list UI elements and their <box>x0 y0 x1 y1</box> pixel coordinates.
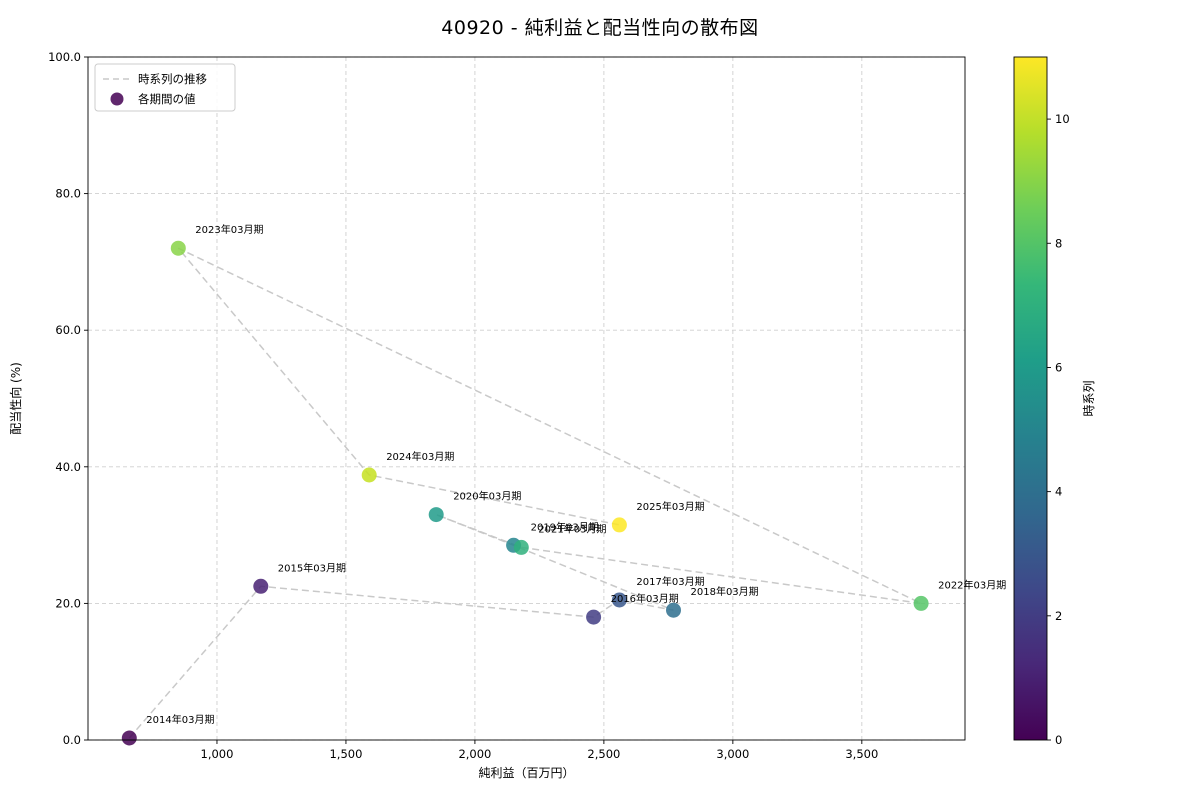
colorbar <box>1013 56 1048 741</box>
legend-label-points: 各期間の値 <box>138 92 196 106</box>
colorbar-tick-label: 4 <box>1055 485 1062 499</box>
legend-box <box>94 63 236 112</box>
data-point <box>361 467 377 483</box>
point-label: 2016年03月期 <box>611 592 679 605</box>
y-axis: 0.0 20.0 40.0 60.0 80.0 100.0 <box>48 50 88 747</box>
point-label: 2014年03月期 <box>146 713 214 726</box>
colorbar-label: 時系列 <box>1082 380 1096 416</box>
point-label: 2019年03月期 <box>531 520 599 533</box>
point-labels: 2014年03月期 2015年03月期 2016年03月期 2017年03月期2018… <box>146 223 1006 726</box>
data-point <box>253 578 269 594</box>
point-label: 2015年03月期 <box>278 561 346 574</box>
x-tick-label: 3,000 <box>716 747 749 761</box>
y-tick-label: 100.0 <box>48 50 81 64</box>
data-point <box>428 507 444 523</box>
data-point <box>611 592 627 608</box>
data-point <box>586 609 602 625</box>
x-tick-label: 1,500 <box>329 747 362 761</box>
point-label: 2022年03月期 <box>938 578 1006 591</box>
legend-label-series: 時系列の推移 <box>138 72 207 86</box>
data-point <box>913 595 929 611</box>
point-label: 2021年03月期 <box>538 522 606 535</box>
x-axis-label: 純利益（百万円） <box>478 766 574 780</box>
point-label: 2024年03月期 <box>386 450 454 463</box>
chart-title: 40920 - 純利益と配当性向の散布図 <box>441 17 759 39</box>
y-tick-label: 60.0 <box>55 323 81 337</box>
x-tick-label: 2,500 <box>587 747 620 761</box>
x-tick-label: 2,000 <box>458 747 491 761</box>
data-point <box>611 517 627 533</box>
point-label: 2023年03月期 <box>195 223 263 236</box>
time-series-line <box>128 247 922 739</box>
colorbar-tick-label: 0 <box>1055 733 1062 747</box>
legend-marker-swatch <box>110 92 124 106</box>
point-label: 2025年03月期 <box>636 500 704 513</box>
x-tick-label: 3,500 <box>845 747 878 761</box>
y-tick-label: 40.0 <box>55 460 81 474</box>
colorbar-ticks: 0 2 4 6 8 10 <box>1047 112 1070 747</box>
data-point <box>513 539 529 555</box>
point-label: 2017年03月期 <box>636 575 704 588</box>
y-tick-label: 80.0 <box>55 187 81 201</box>
colorbar-tick-label: 6 <box>1055 360 1062 374</box>
y-axis-label: 配当性向 (%) <box>8 362 23 435</box>
gridlines <box>88 56 965 741</box>
data-point <box>121 730 137 746</box>
data-point <box>666 602 681 618</box>
y-tick-label: 20.0 <box>55 596 81 610</box>
point-label: 2018年03月期 <box>691 585 759 598</box>
x-axis: 1,000 1,500 2,000 2,500 3,000 3,500 <box>201 740 878 761</box>
plot-border <box>87 56 966 741</box>
x-tick-label: 1,000 <box>201 747 234 761</box>
scatter-points <box>121 240 929 746</box>
colorbar-tick-label: 2 <box>1055 609 1062 623</box>
point-label: 2020年03月期 <box>453 490 521 503</box>
colorbar-tick-label: 10 <box>1055 112 1070 126</box>
colorbar-tick-label: 8 <box>1055 236 1062 250</box>
data-point <box>170 240 186 256</box>
y-tick-label: 0.0 <box>63 733 81 747</box>
